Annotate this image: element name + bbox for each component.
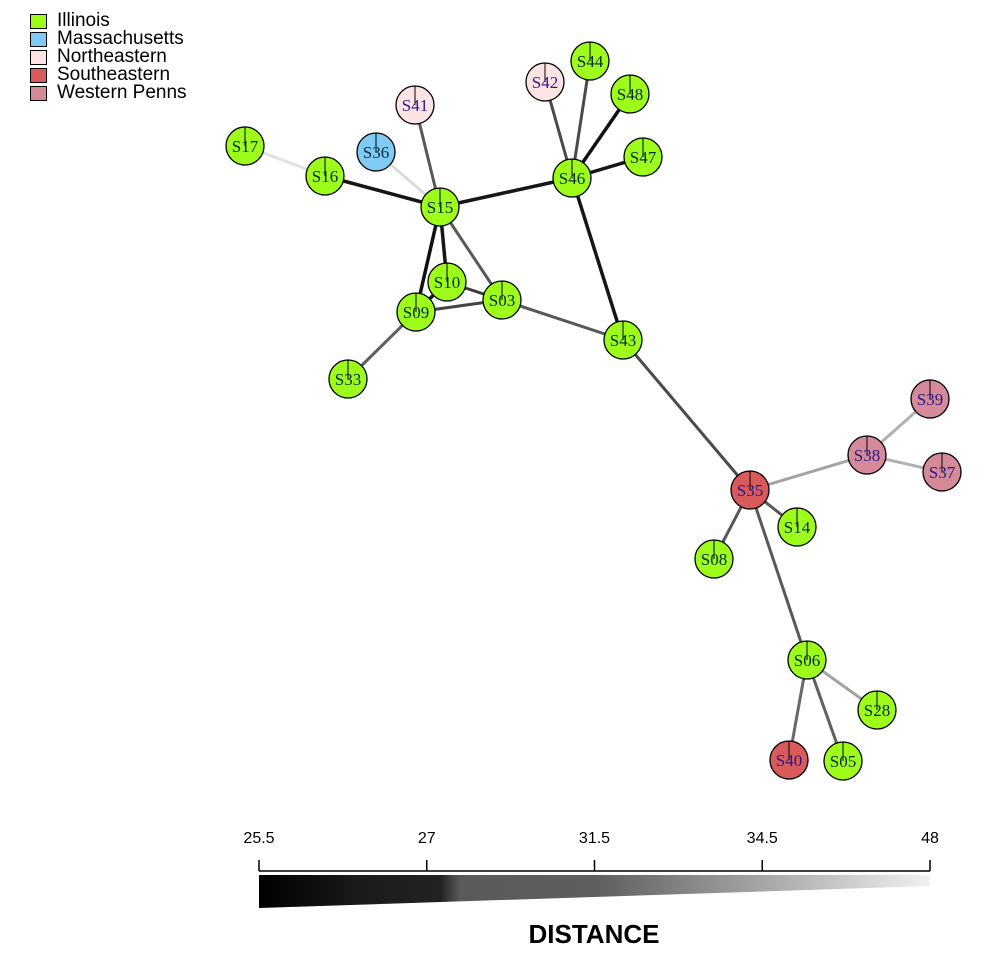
legend-item: Illinois bbox=[30, 12, 186, 30]
node-label: S38 bbox=[854, 446, 880, 465]
scale-tick-label: 48 bbox=[921, 830, 939, 847]
node-label: S33 bbox=[335, 370, 361, 389]
edges-layer bbox=[244, 60, 943, 762]
legend-label: Western Pennsylvania bbox=[57, 82, 186, 102]
node-label: S06 bbox=[794, 651, 820, 670]
legend-swatch bbox=[30, 67, 47, 83]
edge-s15-s46 bbox=[439, 176, 573, 209]
node-s42: S42 bbox=[525, 62, 565, 102]
node-label: S46 bbox=[559, 169, 585, 188]
node-label: S42 bbox=[532, 73, 558, 92]
node-s17: S17 bbox=[225, 126, 265, 166]
node-s16: S16 bbox=[305, 156, 345, 196]
node-label: S17 bbox=[232, 137, 259, 156]
node-label: S35 bbox=[737, 481, 763, 500]
node-s43: S43 bbox=[603, 320, 643, 360]
node-s10: S10 bbox=[427, 262, 467, 302]
node-s06: S06 bbox=[787, 640, 827, 680]
nodes-layer: S17 S16 S36 S41 S15 S10 S09 S03 S33 S42 S44 S48 S46 S… bbox=[225, 41, 962, 781]
node-s35: S35 bbox=[730, 470, 770, 510]
node-label: S03 bbox=[489, 291, 515, 310]
node-s47: S47 bbox=[623, 137, 663, 177]
node-label: S39 bbox=[917, 390, 943, 409]
node-s36: S36 bbox=[356, 132, 396, 172]
legend-item: Northeastern bbox=[30, 46, 186, 67]
edge-s16-s15 bbox=[324, 174, 441, 209]
edge-s35-s38 bbox=[749, 453, 868, 492]
node-label: S47 bbox=[630, 148, 657, 167]
legend-label: Illinois bbox=[57, 12, 110, 31]
node-label: S40 bbox=[776, 751, 802, 770]
node-label: S37 bbox=[929, 463, 956, 482]
legend-label: Southeastern bbox=[57, 64, 171, 85]
node-label: S43 bbox=[610, 331, 636, 350]
legend: Illinois Massachusetts Northeastern Southea… bbox=[30, 12, 186, 102]
node-s09: S09 bbox=[396, 292, 436, 332]
node-s48: S48 bbox=[610, 74, 650, 114]
edge-s44-s46 bbox=[570, 60, 592, 179]
node-label: S05 bbox=[830, 752, 856, 771]
edge-s35-s06 bbox=[748, 489, 809, 661]
node-s39: S39 bbox=[910, 379, 950, 419]
node-s37: S37 bbox=[922, 452, 962, 492]
node-s33: S33 bbox=[328, 359, 368, 399]
scale-title: DISTANCE bbox=[529, 919, 660, 949]
edge-s43-s35 bbox=[621, 339, 752, 491]
distance-gradient-wedge bbox=[259, 875, 930, 908]
node-s40: S40 bbox=[769, 740, 809, 780]
node-s15: S15 bbox=[420, 187, 460, 227]
distance-color-scale: 25.5 27 31.5 34.5 48 DISTANCE bbox=[243, 830, 939, 949]
scale-tick-label: 31.5 bbox=[579, 830, 610, 847]
node-s28: S28 bbox=[857, 690, 897, 730]
node-label: S08 bbox=[701, 550, 727, 569]
legend-swatch bbox=[30, 49, 47, 65]
node-s44: S44 bbox=[570, 41, 610, 81]
legend-item: Massachusetts bbox=[30, 28, 186, 49]
node-s41: S41 bbox=[395, 85, 435, 125]
node-label: S15 bbox=[427, 198, 453, 217]
legend-swatch bbox=[30, 85, 47, 101]
node-label: S09 bbox=[403, 303, 429, 322]
node-s08: S08 bbox=[694, 539, 734, 579]
node-s05: S05 bbox=[823, 741, 863, 781]
legend-swatch bbox=[30, 13, 47, 29]
node-label: S14 bbox=[784, 518, 811, 537]
node-s38: S38 bbox=[847, 435, 887, 475]
node-s03: S03 bbox=[482, 280, 522, 320]
node-label: S48 bbox=[617, 85, 643, 104]
node-label: S44 bbox=[577, 52, 604, 71]
node-s14: S14 bbox=[777, 507, 817, 547]
legend-label: Northeastern bbox=[57, 46, 167, 67]
node-s46: S46 bbox=[552, 158, 592, 198]
node-label: S28 bbox=[864, 701, 890, 720]
node-label: S41 bbox=[402, 96, 428, 115]
legend-item: Western Pennsylvania bbox=[30, 82, 186, 102]
scale-tick-label: 27 bbox=[418, 830, 436, 847]
legend-label: Massachusetts bbox=[57, 28, 184, 49]
legend-item: Southeastern bbox=[30, 64, 186, 85]
node-label: S36 bbox=[363, 143, 389, 162]
edge-s46-s43 bbox=[570, 177, 625, 341]
scale-tick-label: 34.5 bbox=[747, 830, 778, 847]
edge-s03-s43 bbox=[501, 298, 624, 342]
legend-swatch bbox=[30, 31, 47, 47]
scale-tick-label: 25.5 bbox=[243, 830, 274, 847]
node-label: S16 bbox=[312, 167, 338, 186]
node-label: S10 bbox=[434, 273, 460, 292]
